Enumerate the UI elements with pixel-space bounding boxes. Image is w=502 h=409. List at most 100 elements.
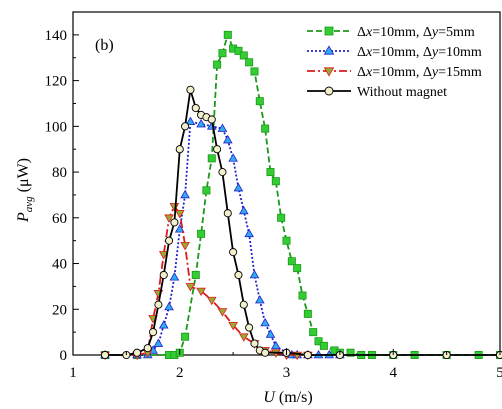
- y-tick-label: 120: [45, 74, 68, 90]
- data-point: [255, 97, 264, 106]
- y-tick-label: 140: [45, 28, 68, 44]
- data-point: [164, 214, 174, 223]
- data-point: [186, 85, 195, 94]
- data-point: [170, 218, 179, 227]
- series-1: [101, 30, 502, 359]
- legend-entry: Δx=10mm, Δy=5mm: [307, 25, 475, 40]
- data-point: [196, 287, 206, 297]
- data-point: [260, 317, 270, 327]
- data-point: [249, 269, 260, 279]
- data-point: [223, 209, 232, 218]
- data-point: [239, 300, 248, 309]
- data-point: [265, 329, 276, 338]
- x-axis-label: U (m/s): [263, 389, 312, 406]
- data-point: [196, 118, 206, 128]
- x-tick-label: 4: [390, 365, 398, 381]
- data-point: [234, 270, 243, 280]
- x-tick-label: 3: [283, 365, 291, 381]
- data-point: [239, 51, 248, 60]
- plot-area: [72, 11, 501, 356]
- data-point: [245, 323, 254, 332]
- data-point: [207, 154, 216, 163]
- x-axis-label-symbol: U: [263, 389, 276, 406]
- data-point: [254, 294, 265, 304]
- legend-label: Δx=10mm, Δy=10mm: [357, 45, 482, 60]
- data-point: [222, 134, 233, 144]
- data-point: [233, 182, 244, 192]
- data-point: [181, 332, 190, 341]
- data-point: [132, 348, 142, 357]
- data-point: [158, 320, 169, 329]
- data-point: [164, 301, 174, 311]
- plot-frame: [72, 11, 501, 356]
- y-tick-label: 20: [52, 302, 67, 318]
- panel-label: (b): [95, 37, 114, 54]
- x-tick-label: 2: [176, 365, 184, 381]
- data-point: [303, 350, 312, 360]
- y-axis-label-unit: (μW): [15, 158, 32, 196]
- data-point: [174, 209, 185, 219]
- data-point: [223, 30, 232, 39]
- data-point: [180, 189, 190, 199]
- legend-entry: Δx=10mm, Δy=15mm: [307, 65, 482, 80]
- series-line: [105, 204, 308, 356]
- data-point: [206, 296, 217, 306]
- y-tick-label: 40: [52, 257, 67, 273]
- data-point: [175, 145, 184, 154]
- data-point: [261, 348, 270, 357]
- data-point: [238, 205, 249, 215]
- data-point: [238, 333, 249, 342]
- data-point: [158, 251, 169, 260]
- data-point: [165, 236, 174, 245]
- data-point: [346, 348, 355, 357]
- legend-label: Δx=10mm, Δy=15mm: [357, 65, 482, 80]
- series-4: [100, 85, 502, 360]
- x-tick-label: 5: [496, 365, 502, 381]
- data-point: [314, 337, 323, 346]
- data-point: [154, 300, 163, 309]
- data-point: [319, 341, 328, 350]
- data-point: [191, 103, 200, 113]
- data-point: [271, 177, 280, 186]
- data-point: [180, 241, 190, 251]
- data-point: [191, 270, 200, 279]
- data-point: [250, 339, 259, 348]
- data-point: [324, 26, 334, 36]
- data-point: [207, 115, 216, 124]
- y-tick-label: 0: [60, 348, 68, 364]
- y-axis-label-subscript: avg: [23, 196, 35, 212]
- data-point: [185, 116, 196, 126]
- data-point: [234, 46, 243, 55]
- data-point: [153, 338, 164, 347]
- data-point: [228, 153, 238, 162]
- data-point: [266, 168, 275, 177]
- y-tick-label: 100: [45, 119, 68, 135]
- data-point: [270, 340, 281, 350]
- data-point: [217, 308, 228, 317]
- data-point: [323, 45, 335, 55]
- data-point: [309, 328, 318, 337]
- data-point: [250, 67, 259, 76]
- data-point: [323, 67, 335, 77]
- data-point: [218, 49, 227, 58]
- data-point: [228, 321, 238, 331]
- data-point: [149, 328, 158, 337]
- data-point: [159, 270, 168, 280]
- data-point: [229, 248, 238, 257]
- legend-label: Δx=10mm, Δy=5mm: [357, 25, 475, 40]
- data-point: [202, 186, 211, 195]
- x-axis-label-unit: (m/s): [275, 389, 313, 406]
- data-point: [324, 86, 334, 96]
- y-tick-label: 80: [52, 165, 67, 181]
- data-point: [197, 229, 206, 238]
- legend-label: Without magnet: [357, 85, 447, 100]
- data-point: [174, 224, 185, 233]
- data-point: [245, 58, 254, 67]
- data-point: [261, 124, 270, 133]
- data-point: [213, 60, 222, 69]
- y-axis-label-symbol: P: [15, 212, 32, 223]
- data-point: [218, 168, 227, 177]
- legend-entry: Δx=10mm, Δy=10mm: [307, 45, 482, 60]
- legend: Δx=10mm, Δy=5mm Δx=10mm, Δy=10mm Δx=10mm, …: [307, 25, 482, 100]
